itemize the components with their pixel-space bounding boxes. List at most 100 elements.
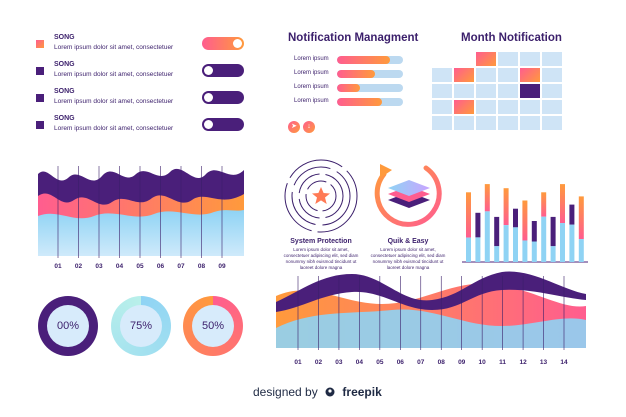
toggle-knob [204, 120, 213, 129]
song-toggle[interactable] [202, 118, 244, 131]
x-tick-label: 04 [116, 263, 124, 270]
x-tick-label: 09 [458, 359, 466, 366]
layers-refresh-icon [374, 164, 442, 227]
bar-bottom [569, 224, 575, 262]
x-tick-label: 01 [54, 263, 62, 270]
x-tick-label: 02 [75, 263, 83, 270]
x-tick-label: 06 [397, 359, 405, 366]
bar-top [578, 196, 584, 240]
bar-bottom [475, 237, 481, 262]
notification-item: Lorem ipsum [294, 83, 406, 93]
download-icon[interactable]: ↓ [303, 121, 315, 133]
wave-gridlines [57, 166, 223, 258]
month-cell[interactable] [454, 84, 474, 98]
donut-hole: 00% [47, 305, 89, 347]
song-item: SONG Lorem ipsum dolor sit amet, consect… [36, 61, 246, 87]
month-cell[interactable] [520, 116, 540, 130]
notification-label: Lorem ipsum [294, 84, 329, 90]
month-cell[interactable] [520, 84, 540, 98]
song-desc: Lorem ipsum dolor sit amet, consectetuer [54, 98, 174, 105]
x-tick-label: 02 [315, 359, 323, 366]
wave-x-ticks: 01 02 03 04 05 06 07 08 09 10 11 12 13 14 [294, 359, 568, 366]
bar-bottom [550, 246, 556, 262]
notification-item: Lorem ipsum [294, 97, 406, 107]
x-tick-label: 03 [95, 263, 103, 270]
bar-top [531, 221, 537, 242]
month-cell[interactable] [432, 116, 452, 130]
month-cell[interactable] [542, 68, 562, 82]
toggle-knob [204, 66, 213, 75]
wave-layer-purple [276, 271, 586, 312]
x-tick-label: 13 [540, 359, 548, 366]
x-tick-label: 10 [479, 359, 487, 366]
month-cell[interactable] [476, 84, 496, 98]
month-cell[interactable] [476, 68, 496, 82]
wave-chart-left: 01 02 03 04 05 06 07 08 09 [38, 166, 244, 270]
month-cell[interactable] [432, 100, 452, 114]
song-toggle[interactable] [202, 91, 244, 104]
x-tick-label: 03 [335, 359, 343, 366]
x-tick-label: 11 [499, 359, 506, 366]
bar-top [550, 216, 556, 247]
bar-top [475, 212, 481, 238]
x-tick-label: 12 [519, 359, 527, 366]
footer-credit: designed by freepik [253, 385, 382, 399]
toggle-knob [233, 39, 242, 48]
bar-top [466, 192, 471, 238]
month-cell[interactable] [454, 68, 474, 82]
notification-title: Notification Managment [288, 32, 419, 44]
feature-desc: Lorem ipsum dolor sit amet, consectetuer… [283, 247, 359, 270]
song-desc: Lorem ipsum dolor sit amet, consectetuer [54, 71, 174, 78]
song-marker [36, 121, 44, 129]
donut-2: 50% [183, 296, 243, 356]
x-tick-label: 04 [356, 359, 364, 366]
footer-brand: freepik [342, 385, 382, 399]
month-cell[interactable] [520, 68, 540, 82]
month-cell[interactable] [542, 116, 562, 130]
donut-label: 00% [56, 320, 80, 332]
x-tick-label: 09 [218, 263, 226, 270]
notification-fill [337, 56, 390, 64]
bar-bottom [503, 225, 509, 262]
share-icon[interactable]: ➤ [288, 121, 300, 133]
month-cell[interactable] [498, 100, 518, 114]
notification-fill [337, 98, 382, 106]
bar-bottom [560, 223, 565, 262]
month-cell[interactable] [498, 52, 518, 66]
bar-bottom [484, 211, 490, 262]
month-cell[interactable] [542, 84, 562, 98]
bar-bottom [513, 227, 518, 262]
wave-layer-blue [38, 210, 244, 256]
song-toggle[interactable] [202, 64, 244, 77]
song-marker [36, 67, 44, 75]
month-cell[interactable] [476, 52, 496, 66]
song-marker [36, 40, 44, 48]
month-cell[interactable] [542, 52, 562, 66]
donut-hole: 50% [192, 305, 234, 347]
notification-item: Lorem ipsum [294, 55, 406, 65]
month-cell[interactable] [498, 84, 518, 98]
song-toggle[interactable] [202, 37, 244, 50]
month-cell[interactable] [432, 68, 452, 82]
x-tick-label: 14 [560, 359, 568, 366]
month-cell[interactable] [476, 100, 496, 114]
footer-prefix: designed by [253, 385, 318, 399]
month-cell[interactable] [432, 84, 452, 98]
x-tick-label: 08 [198, 263, 206, 270]
donut-label: 50% [201, 320, 225, 332]
month-cell[interactable] [498, 68, 518, 82]
song-title: SONG [54, 88, 75, 95]
x-tick-label: 01 [294, 359, 302, 366]
month-cell[interactable] [520, 52, 540, 66]
wave-x-ticks: 01 02 03 04 05 06 07 08 09 [54, 263, 226, 270]
month-cell[interactable] [454, 116, 474, 130]
month-cell[interactable] [476, 116, 496, 130]
month-cell[interactable] [498, 116, 518, 130]
month-cell[interactable] [454, 100, 474, 114]
song-marker [36, 94, 44, 102]
freepik-logo-icon [324, 386, 336, 397]
month-cell[interactable] [520, 100, 540, 114]
month-cell[interactable] [542, 100, 562, 114]
donut-1: 75% [111, 296, 171, 356]
donut-label: 75% [129, 320, 153, 332]
